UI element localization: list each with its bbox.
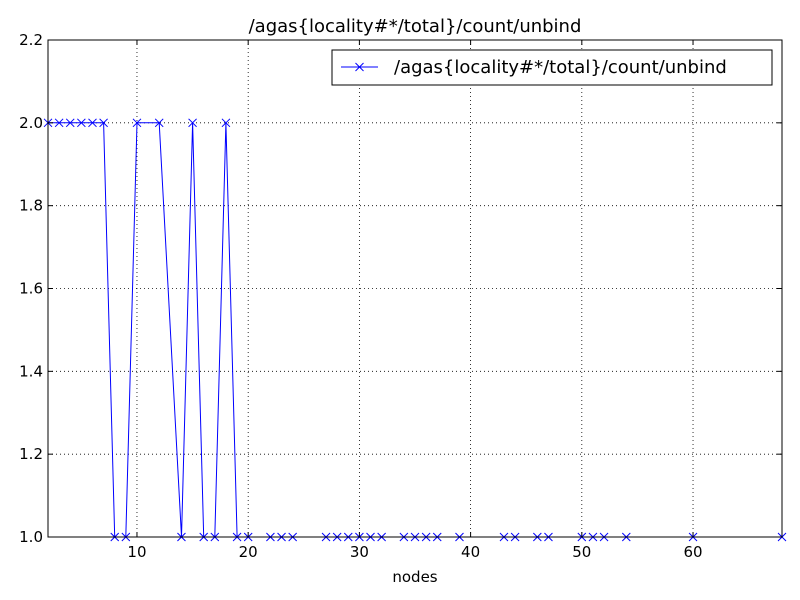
y-tick-label: 1.8 xyxy=(19,197,43,215)
data-point-stroke xyxy=(154,118,164,128)
x-tick-label: 10 xyxy=(127,543,146,561)
y-tick-label: 2.2 xyxy=(19,31,43,49)
x-tick-label: 40 xyxy=(461,543,480,561)
chart-title: /agas{locality#*/total}/count/unbind xyxy=(249,16,582,37)
data-point xyxy=(154,118,164,128)
ticks: 10 20 30 40 50 60 1.0 1.2 1.4 1.6 1.8 2.0 2.2 xyxy=(19,31,782,561)
data-point-stroke xyxy=(77,118,86,128)
y-tick-label: 1.2 xyxy=(19,445,43,463)
data-point xyxy=(221,118,231,128)
x-tick-label: 60 xyxy=(683,543,702,561)
data-point xyxy=(88,118,97,128)
x-tick-label: 50 xyxy=(572,543,591,561)
data-point-stroke xyxy=(132,118,142,128)
y-tick-label: 1.0 xyxy=(19,528,43,546)
data-point-stroke xyxy=(99,118,108,128)
x-tick-label: 30 xyxy=(350,543,369,561)
data-point xyxy=(132,118,142,128)
data-point xyxy=(65,118,75,128)
data-point xyxy=(77,118,86,128)
legend-marker-stroke xyxy=(355,62,364,72)
data-point xyxy=(99,118,108,128)
y-tick-label: 2.0 xyxy=(19,114,43,132)
legend: /agas{locality#*/total}/count/unbind xyxy=(331,49,773,86)
data-point-stroke xyxy=(221,118,231,128)
legend-box xyxy=(331,49,773,86)
data-point-stroke xyxy=(54,118,64,128)
x-tick-label: 20 xyxy=(239,543,258,561)
x-axis-label: nodes xyxy=(392,568,437,586)
data-point xyxy=(188,118,197,128)
grid xyxy=(48,39,782,538)
legend-entry-label: /agas{locality#*/total}/count/unbind xyxy=(394,57,727,78)
data-point xyxy=(54,118,64,128)
data-point-stroke xyxy=(88,118,97,128)
legend-marker-sample xyxy=(355,62,364,72)
y-tick-label: 1.6 xyxy=(19,280,43,298)
y-tick-label: 1.4 xyxy=(19,362,43,380)
data-point-stroke xyxy=(65,118,75,128)
data-point-stroke xyxy=(188,118,197,128)
